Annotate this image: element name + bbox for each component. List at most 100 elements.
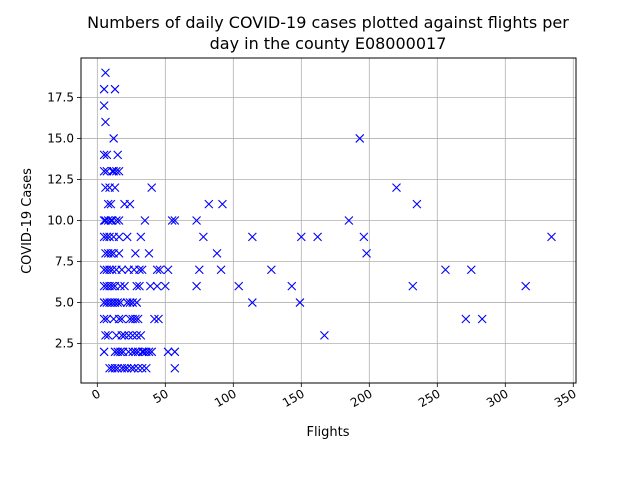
- data-point-marker: [106, 248, 116, 258]
- data-point-marker: [117, 265, 127, 275]
- data-point-marker: [125, 298, 135, 307]
- data-point-marker: [212, 248, 222, 258]
- data-point-marker: [132, 298, 142, 307]
- chart-title-line-1: Numbers of daily COVID-19 cases plotted …: [87, 13, 569, 32]
- data-point-marker: [128, 331, 138, 340]
- data-point-marker: [131, 347, 140, 357]
- data-point-marker: [122, 232, 132, 242]
- data-point-marker: [154, 314, 163, 324]
- data-point-marker: [133, 363, 143, 373]
- y-axis-ticks: 2.5 5.0 7.5 10.0 12.5 15.0 17.5: [47, 90, 81, 351]
- data-point-marker: [131, 248, 140, 258]
- data-point-marker: [106, 199, 116, 209]
- data-point-marker: [194, 265, 204, 275]
- data-point-marker: [99, 216, 109, 225]
- data-point-marker: [117, 314, 127, 324]
- y-tick-label: 12.5: [47, 172, 74, 186]
- data-point-marker: [105, 265, 114, 275]
- data-point-marker: [103, 216, 113, 225]
- data-point-marker: [145, 281, 155, 291]
- data-point-marker: [192, 281, 201, 291]
- data-point-marker: [114, 248, 124, 258]
- data-point-marker: [111, 216, 121, 225]
- data-point-marker: [144, 347, 154, 357]
- data-point-marker: [147, 347, 157, 357]
- data-point-marker: [113, 298, 123, 307]
- data-point-marker: [133, 314, 143, 324]
- data-point-marker: [170, 363, 180, 373]
- data-point-marker: [111, 166, 121, 176]
- data-point-marker: [114, 232, 124, 242]
- data-point-marker: [136, 232, 146, 242]
- data-point-marker: [110, 363, 120, 373]
- data-point-marker: [131, 314, 140, 324]
- data-point-marker: [114, 216, 124, 225]
- chart-title-line-2: day in the county E08000017: [210, 34, 447, 53]
- data-point-marker: [392, 183, 401, 193]
- data-point-marker: [155, 265, 165, 275]
- data-point-marker: [477, 314, 487, 324]
- data-point-marker: [99, 347, 109, 357]
- data-point-marker: [109, 134, 119, 143]
- data-point-marker: [126, 363, 136, 373]
- data-point-marker: [461, 314, 471, 324]
- y-axis-label: COVID-19 Cases: [20, 168, 35, 274]
- data-point-marker: [141, 363, 151, 373]
- data-point-marker: [359, 232, 369, 242]
- data-point-marker: [105, 232, 114, 242]
- data-point-marker: [116, 347, 125, 357]
- data-point-marker: [113, 150, 123, 160]
- data-point-marker: [150, 314, 159, 324]
- data-point-marker: [110, 183, 120, 193]
- data-point-marker: [170, 347, 180, 357]
- data-point-marker: [234, 281, 244, 291]
- data-point-marker: [344, 216, 354, 225]
- data-point-marker: [137, 363, 147, 373]
- data-point-marker: [167, 216, 177, 225]
- y-tick-label: 15.0: [47, 131, 74, 145]
- data-point-marker: [466, 265, 476, 275]
- data-point-marker: [128, 298, 138, 307]
- data-point-marker: [132, 281, 142, 291]
- data-point-marker: [170, 216, 180, 225]
- data-point-marker: [362, 248, 371, 258]
- y-tick-label: 10.0: [47, 214, 74, 228]
- data-point-marker: [160, 281, 170, 291]
- data-point-marker: [355, 134, 365, 143]
- data-point-marker: [99, 101, 109, 110]
- data-point-marker: [120, 331, 129, 340]
- x-tick-label: 50: [151, 386, 171, 406]
- data-point-marker: [192, 216, 201, 225]
- y-tick-label: 5.0: [55, 296, 74, 310]
- data-point-marker: [412, 199, 422, 209]
- data-point-marker: [218, 199, 227, 209]
- data-point-marker: [107, 216, 117, 225]
- data-point-marker: [313, 232, 323, 242]
- data-point-marker: [320, 331, 329, 340]
- data-point-marker: [99, 150, 109, 160]
- data-point-marker: [135, 281, 144, 291]
- grid-lines: [81, 58, 576, 383]
- data-point-marker: [110, 84, 120, 94]
- data-point-marker: [136, 331, 146, 340]
- data-point-marker: [120, 281, 129, 291]
- data-point-marker: [152, 265, 162, 275]
- data-point-marker: [99, 84, 109, 94]
- data-point-marker: [296, 232, 306, 242]
- data-point-marker: [124, 347, 133, 357]
- data-point-marker: [122, 363, 132, 373]
- data-point-marker: [124, 331, 133, 340]
- data-point-marker: [152, 281, 162, 291]
- data-point-marker: [129, 363, 139, 373]
- data-point-marker: [101, 331, 110, 340]
- data-point-marker: [266, 265, 276, 275]
- data-point-marker: [120, 363, 129, 373]
- data-point-marker: [125, 199, 135, 209]
- data-point-marker: [101, 183, 110, 193]
- data-point-marker: [408, 281, 418, 291]
- data-point-marker: [101, 117, 110, 127]
- y-tick-label: 7.5: [55, 255, 74, 269]
- y-tick-label: 2.5: [55, 337, 74, 351]
- data-point-marker: [147, 183, 157, 193]
